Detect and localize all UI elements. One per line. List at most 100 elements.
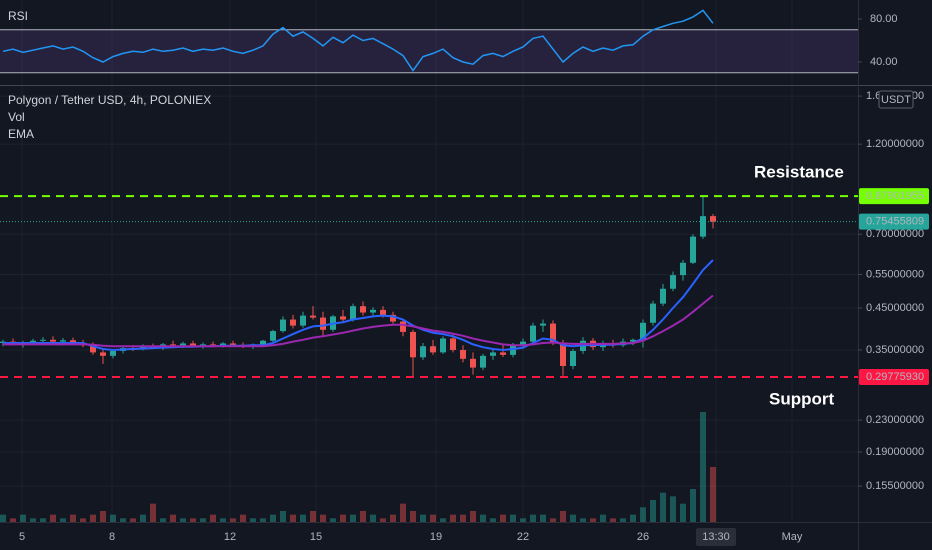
volume-bar — [230, 518, 236, 522]
candle-body — [110, 350, 116, 356]
candle-body — [370, 309, 376, 313]
volume-bar — [90, 514, 96, 522]
candle-body — [400, 321, 406, 332]
candle-body — [680, 262, 686, 276]
candle-body — [40, 339, 46, 341]
volume-bar — [180, 518, 186, 522]
volume-bar — [410, 511, 416, 522]
candle-body — [180, 343, 186, 346]
volume-bar — [220, 518, 226, 522]
x-tick-label: 12 — [224, 531, 236, 543]
volume-bar — [650, 500, 656, 522]
candle-body — [710, 216, 716, 222]
price-badge — [859, 188, 929, 205]
volume-bar — [170, 514, 176, 522]
volume-bar — [380, 518, 386, 522]
y-tick-label: 80.00 — [870, 13, 898, 25]
volume-bar — [450, 514, 456, 522]
candle-body — [440, 338, 446, 353]
x-tick-label: 19 — [430, 531, 442, 543]
candle-body — [310, 315, 316, 318]
volume-bar — [520, 518, 526, 522]
ema-line — [3, 259, 714, 352]
volume-bar — [80, 518, 86, 522]
candle-body — [570, 350, 576, 367]
candle-body — [500, 352, 506, 355]
candle-body — [540, 323, 546, 326]
candle-body — [170, 344, 176, 346]
candle-body — [670, 275, 676, 289]
volume-bar — [260, 518, 266, 522]
candle-body — [100, 352, 106, 356]
volume-bar — [430, 514, 436, 522]
volume-bar — [160, 518, 166, 522]
volume-bar — [710, 467, 716, 522]
candle-body — [90, 345, 96, 353]
candle-body — [320, 317, 326, 330]
volume-bar — [540, 514, 546, 522]
candle-body — [510, 345, 516, 355]
volume-bar — [400, 503, 406, 522]
y-tick-label: 0.70000000 — [866, 228, 924, 240]
candle-body — [490, 352, 496, 356]
chart-title: Polygon / Tether USD, 4h, POLONIEX — [8, 93, 211, 107]
volume-bar — [280, 511, 286, 522]
candle-body — [520, 341, 526, 346]
candle-body — [220, 343, 226, 346]
volume-bar — [490, 518, 496, 522]
volume-bar — [60, 518, 66, 522]
volume-bar — [140, 514, 146, 522]
y-tick-label: 40.00 — [870, 56, 898, 68]
candle-body — [430, 346, 436, 353]
rsi-label: RSI — [8, 9, 28, 23]
candle-body — [190, 343, 196, 347]
x-tick-label: 5 — [19, 531, 25, 543]
candle-body — [700, 216, 706, 237]
candle-body — [690, 236, 696, 263]
volume-bar — [250, 518, 256, 522]
volume-bar — [70, 514, 76, 522]
volume-bar — [660, 492, 666, 522]
candle-body — [380, 309, 386, 315]
price-badge-label: 0.75455809 — [866, 216, 924, 228]
candle-body — [460, 349, 466, 359]
volume-bar — [190, 518, 196, 522]
rsi-line — [2, 9, 714, 72]
x-tick-label: 26 — [637, 531, 649, 543]
volume-bar — [500, 514, 506, 522]
volume-bar — [480, 514, 486, 522]
candle-body — [30, 340, 36, 343]
candle-body — [650, 303, 656, 323]
volume-bar — [50, 514, 56, 522]
candle-body — [270, 331, 276, 341]
x-tick-label: May — [782, 531, 803, 543]
level-name: Support — [769, 389, 834, 408]
volume-bar — [240, 514, 246, 522]
currency-badge — [878, 90, 914, 109]
candle-body — [530, 325, 536, 342]
volume-bar — [360, 511, 366, 522]
level-name: Resistance — [754, 163, 844, 182]
ema-line — [3, 294, 714, 348]
volume-bar — [580, 518, 586, 522]
volume-bar — [530, 514, 536, 522]
candle-body — [470, 358, 476, 368]
price-badge — [859, 213, 929, 230]
volume-bar — [690, 489, 696, 522]
candle-body — [550, 323, 556, 343]
volume-bar — [40, 518, 46, 522]
y-tick-label: 0.15500000 — [866, 480, 924, 492]
volume-bar — [270, 514, 276, 522]
x-tick-label: 22 — [517, 531, 529, 543]
candle-body — [260, 340, 266, 345]
volume-bar — [610, 518, 616, 522]
y-tick-label: 0.19000000 — [866, 446, 924, 458]
volume-bar — [470, 511, 476, 522]
candle-body — [300, 315, 306, 326]
volume-bar — [320, 514, 326, 522]
candle-body — [480, 355, 486, 368]
volume-bar — [670, 496, 676, 522]
volume-bar — [440, 518, 446, 522]
